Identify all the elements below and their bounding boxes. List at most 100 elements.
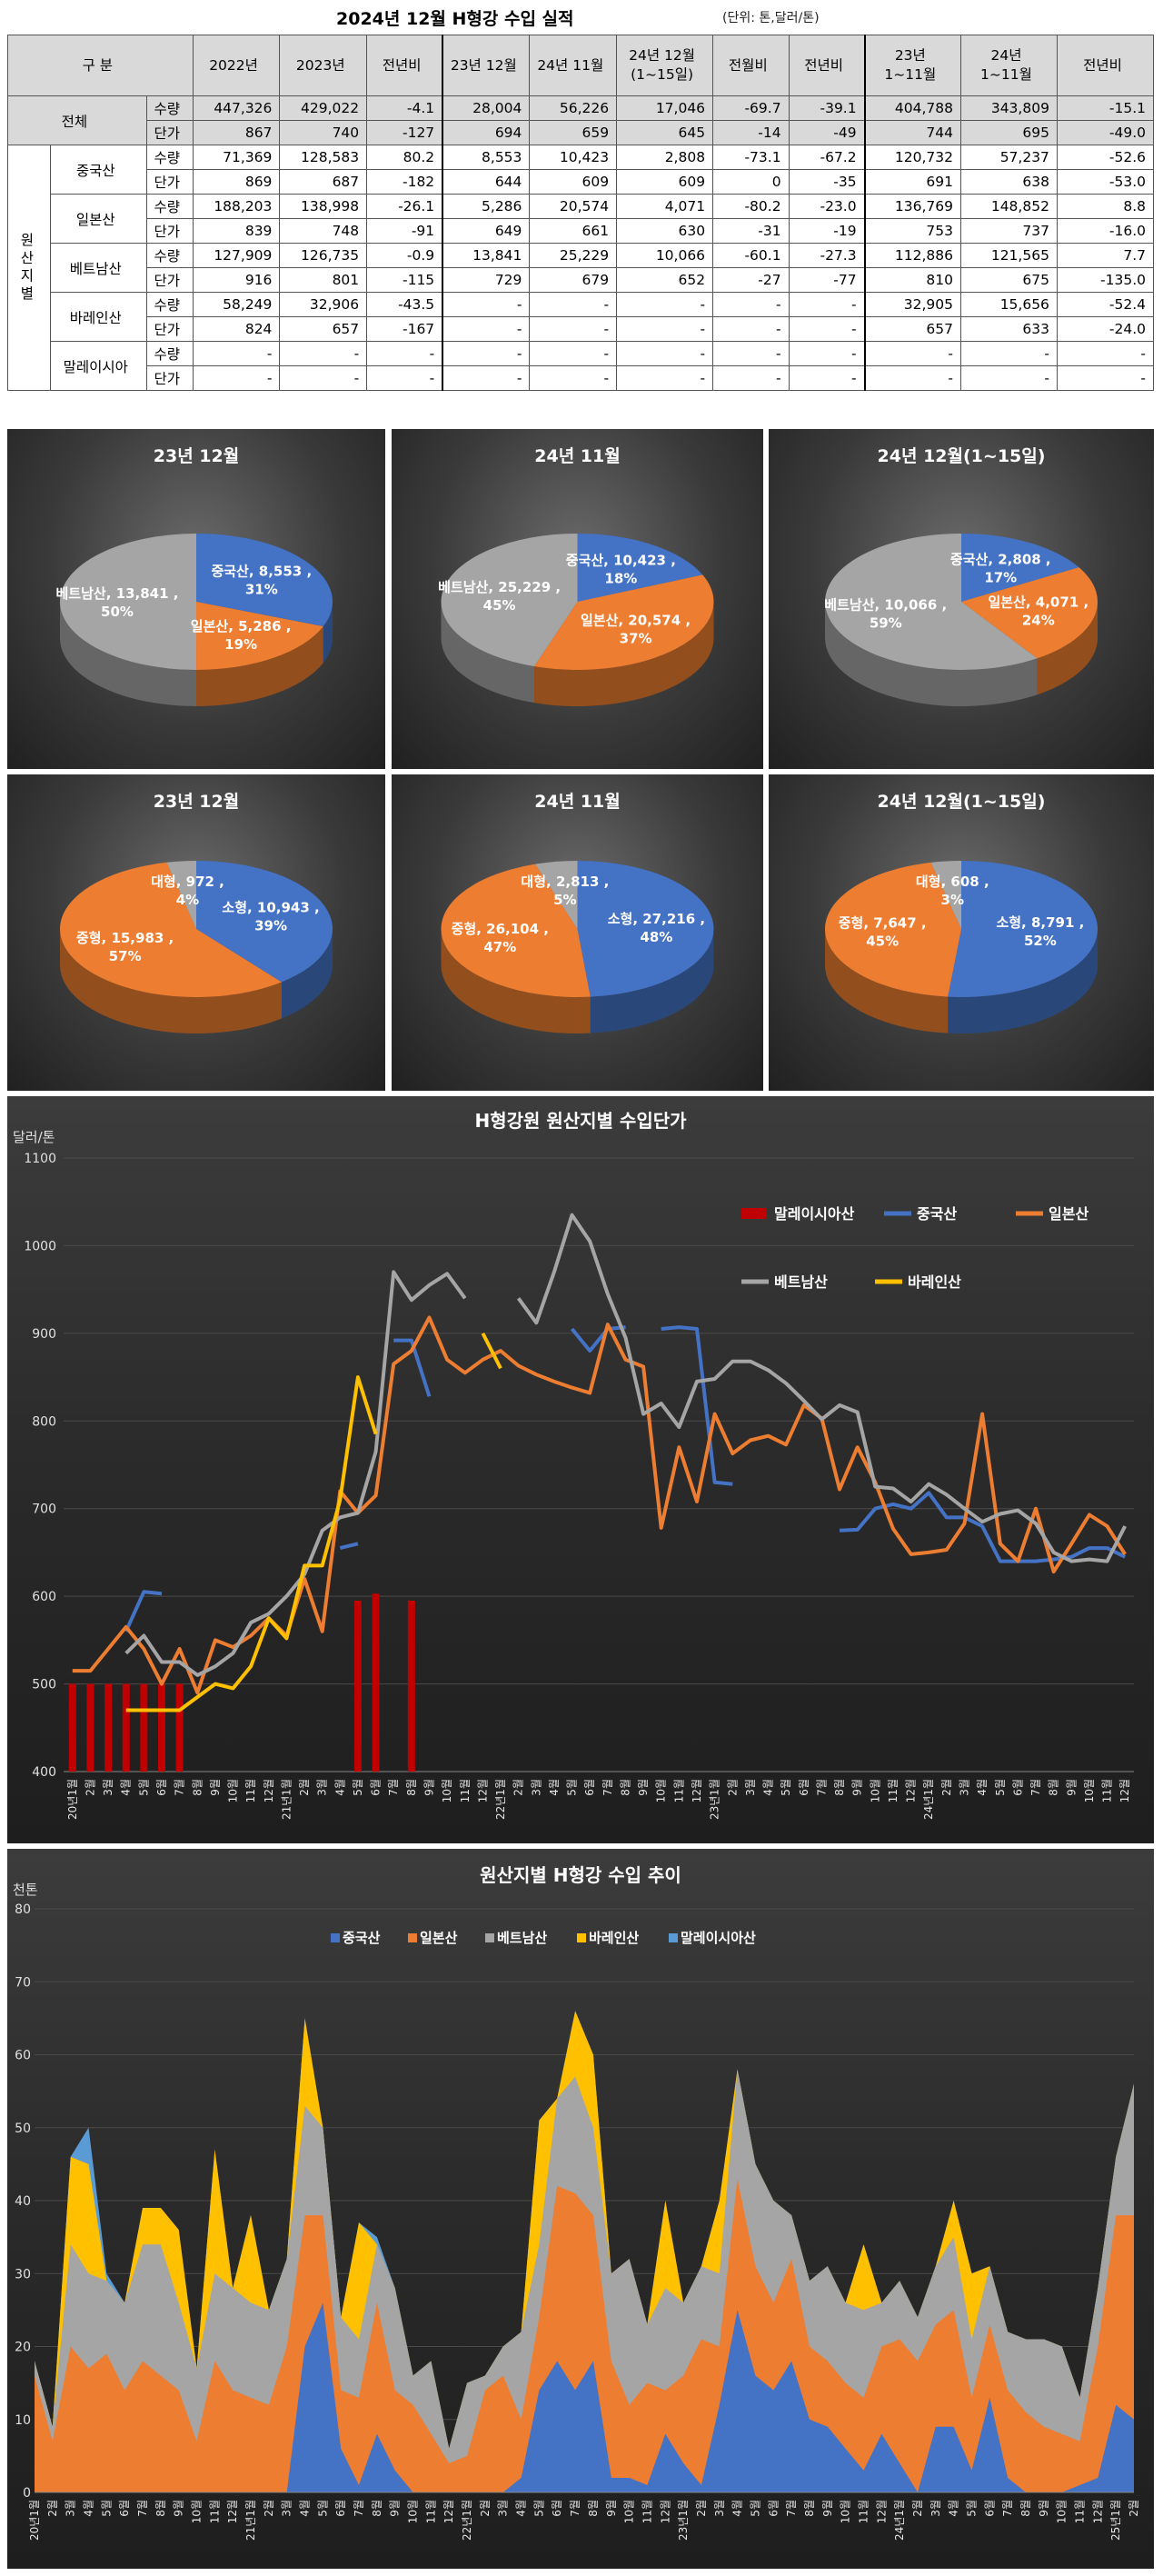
table-cell: 20,574 [529, 194, 618, 219]
y-tick-label: 40 [15, 2194, 31, 2209]
slice-name: 베트남산 [438, 579, 488, 595]
slice-name: 일본산 [581, 612, 619, 628]
x-tick-label: 12월 [476, 1779, 489, 1802]
x-tick-label: 10월 [869, 1779, 881, 1802]
bar [175, 1683, 184, 1772]
x-tick-label: 20년1월 [66, 1779, 79, 1820]
pie-label-name: 소형, 10,943 , [222, 900, 319, 916]
page-title: 2024년 12월 H형강 수입 실적 [336, 9, 574, 29]
x-tick-label: 12월 [691, 1779, 703, 1802]
table-header-row: 구 분 2022년 2023년 전년비 23년 12월 24년 11월 24년 … [7, 35, 1155, 96]
slice-sep: , [1079, 594, 1088, 611]
legend-item: 중국산 [884, 1205, 957, 1223]
pie-label-pct: 5% [553, 892, 576, 908]
col-header: 전월비 [712, 35, 790, 96]
legend-label: 말레이시아산 [681, 1930, 756, 1946]
pie-slice [441, 864, 591, 997]
table-cell: 127,909 [192, 243, 281, 268]
table-cell: -73.1 [712, 145, 790, 170]
pie-label-pct: 45% [483, 597, 516, 614]
kind-label: 단가 [145, 218, 194, 244]
pie-data-label: 일본산, 20,574 , 37% [581, 612, 691, 646]
pie-data-label: 중국산, 10,423 , 18% [566, 553, 676, 587]
x-tick-label: 11월 [1073, 2500, 1086, 2523]
table-cell: 753 [863, 218, 962, 244]
x-tick-label: 2월 [726, 1779, 739, 1796]
table-cell: - [712, 316, 790, 342]
table-cell: - [616, 341, 714, 366]
table-cell: 58,249 [192, 292, 281, 317]
slice-sep: , [488, 579, 498, 595]
x-tick-label: 7월 [136, 2500, 149, 2517]
x-tick-label: 6월 [1011, 1779, 1024, 1796]
pie-slice-side [1037, 602, 1098, 695]
table-cell: 652 [616, 267, 714, 293]
table-cell: - [960, 341, 1058, 366]
y-tick-label: 0 [23, 2486, 31, 2501]
slice-sep: , [249, 563, 259, 579]
table-cell: -67.2 [788, 145, 866, 170]
y-tick-label: 600 [32, 1590, 56, 1604]
y-tick-label: 60 [15, 2049, 31, 2063]
x-tick-label: 9월 [209, 1779, 222, 1796]
x-tick-label: 7월 [387, 1779, 400, 1796]
legend-label: 일본산 [420, 1930, 458, 1946]
x-tick-label: 6월 [798, 1779, 810, 1796]
x-tick-label: 2월 [84, 1779, 96, 1796]
x-tick-label: 10월 [840, 2500, 852, 2523]
table-cell: 5,286 [442, 194, 531, 219]
pie-slice-side [948, 929, 1098, 1033]
x-tick-label: 6월 [155, 1779, 168, 1796]
legend-item: 중국산 [331, 1930, 381, 1946]
x-tick-label: 10월 [655, 1779, 668, 1802]
x-tick-label: 3월 [958, 1779, 970, 1796]
bar [140, 1683, 148, 1772]
table-cell: 633 [960, 316, 1058, 342]
x-tick-label: 4월 [976, 1779, 989, 1796]
slice-sep: , [875, 597, 885, 614]
table-row: 원산지별 중국산 수량 71,369 128,583 80.2 8,553 10,423 2,8… [7, 145, 1155, 391]
slice-sep: , [310, 900, 320, 916]
bar [353, 1600, 362, 1772]
table-row: 단가 869 687 -182 644 609 609 0 -35 691 638 -53.0 [8, 169, 1155, 195]
table-cell: -43.5 [366, 292, 443, 317]
legend-swatch [577, 1933, 586, 1942]
slice-sep: , [164, 930, 174, 946]
y-tick-label: 1100 [24, 1152, 56, 1166]
table-cell: - [616, 292, 714, 317]
x-tick-label: 9월 [637, 1779, 650, 1796]
series-line [124, 1213, 1127, 1677]
pie-slice [930, 861, 961, 929]
pie-slice [535, 861, 578, 929]
pie-slice-side [60, 602, 197, 706]
y-axis-label: 달러/톤 [13, 1129, 55, 1145]
table-cell: 71,369 [192, 145, 281, 170]
pie-title: 23년 12월 [154, 792, 239, 812]
y-tick-label: 50 [15, 2122, 31, 2136]
x-tick-label: 5월 [749, 2500, 761, 2517]
legend-label: 베트남산 [774, 1273, 828, 1291]
table-cell: 8.8 [1056, 194, 1155, 219]
table-row: 단가 839 748 -91 649 661 630 -31 -19 753 737 -16.0 [8, 218, 1155, 244]
table-cell: 8,553 [442, 145, 531, 170]
table-cell: -91 [366, 218, 443, 244]
x-tick-label: 5월 [316, 2500, 329, 2517]
pie-title: 24년 11월 [534, 446, 620, 466]
table-cell: 867 [192, 120, 281, 145]
table-cell: - [442, 292, 531, 317]
volume-chart-panel: 원산지별 H형강 수입 추이 천톤 0 10 20 30 40 50 60 70 80 20년1월 2월… [7, 1849, 1154, 2569]
slice-value: 15,983 [111, 930, 164, 946]
table-cell: - [192, 365, 281, 391]
table-cell: 630 [616, 218, 714, 244]
pie-sides [825, 929, 1098, 1033]
table-row: 단가 824 657 -167- - - - -657 633 -24.0 [8, 316, 1155, 342]
pie-slice-side [196, 626, 323, 706]
table-cell: 2,808 [616, 145, 714, 170]
table-cell: -24.0 [1056, 316, 1155, 342]
x-tick-label: 11월 [424, 2500, 437, 2523]
col-header: 전년비 [788, 35, 866, 96]
legend-label: 일본산 [1049, 1205, 1088, 1223]
x-tick-label: 4월 [948, 2500, 960, 2517]
slice-value: 7,647 [873, 915, 916, 932]
slice-sep: , [1021, 914, 1031, 931]
